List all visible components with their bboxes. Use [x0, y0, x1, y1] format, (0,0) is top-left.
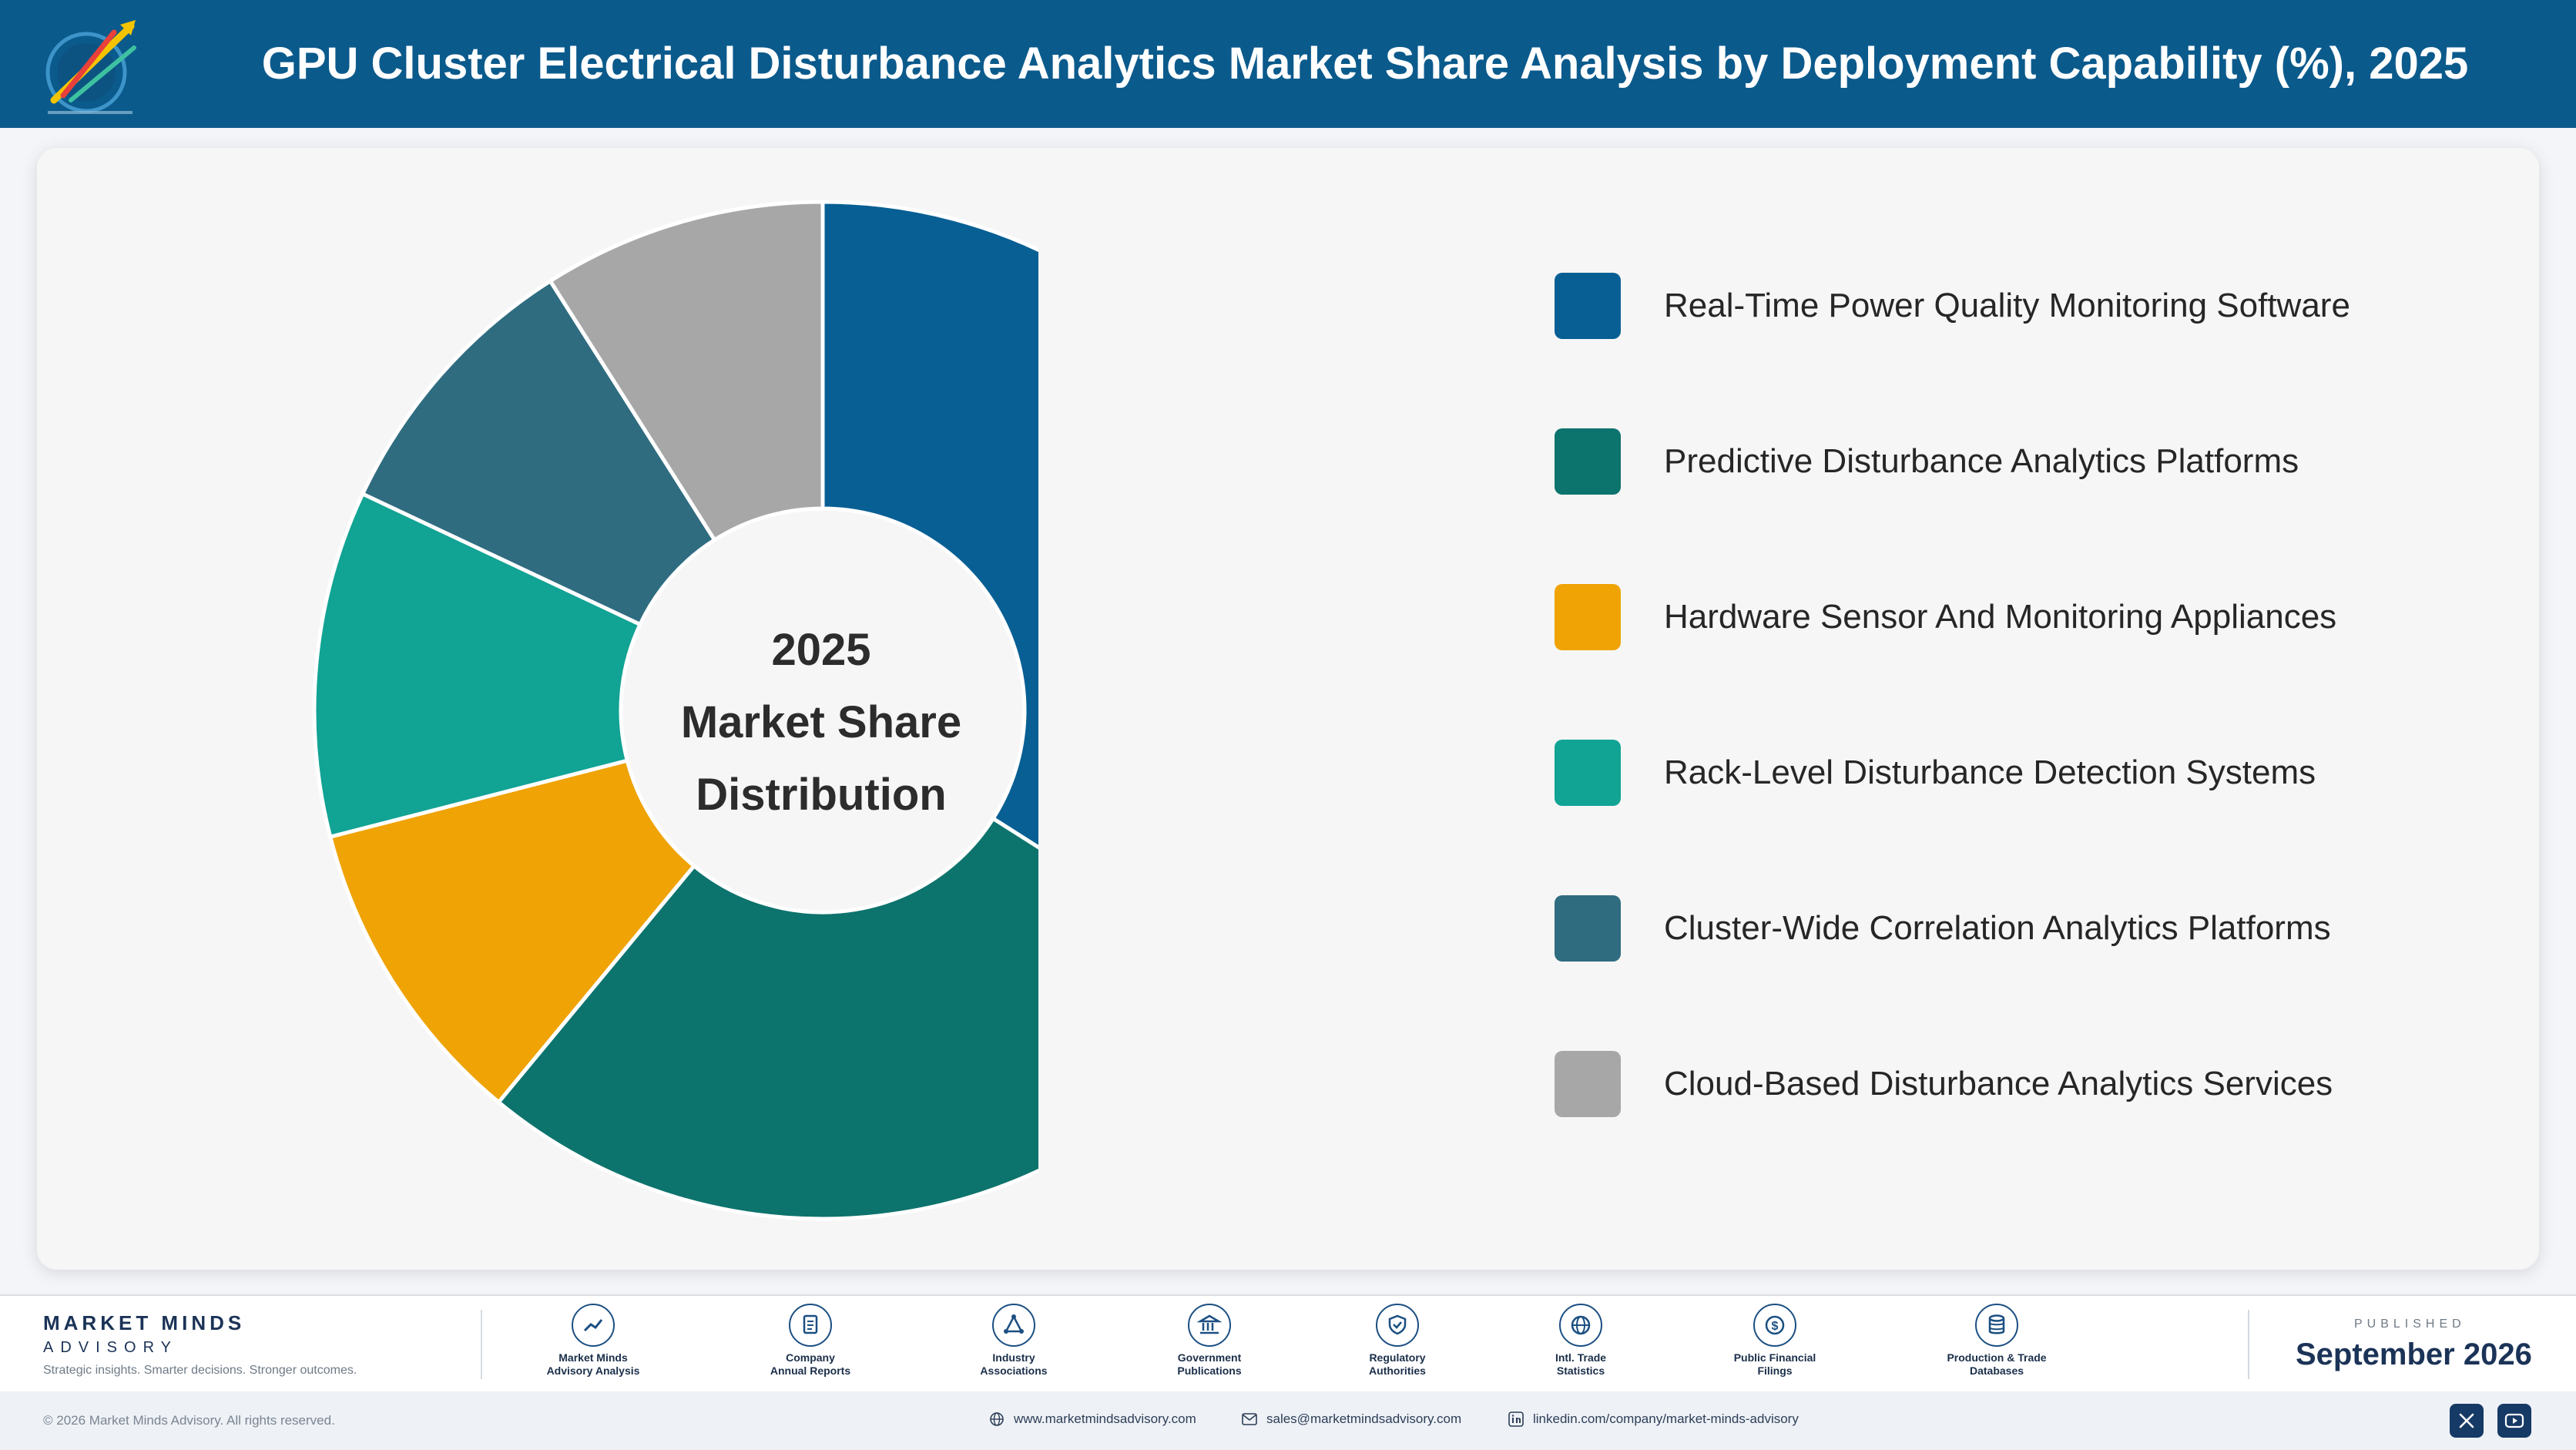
source-item[interactable]: Production & Trade Databases: [1920, 1304, 2074, 1378]
legend-swatch: [1555, 584, 1621, 650]
x-social-button[interactable]: [2450, 1404, 2484, 1438]
linkedin-link[interactable]: linkedin.com/company/market-minds-adviso…: [1508, 1411, 1799, 1427]
legend-swatch: [1555, 740, 1621, 806]
legend-item[interactable]: Cloud-Based Disturbance Analytics Servic…: [1555, 1049, 2479, 1119]
source-label: Public Financial Filings: [1698, 1351, 1852, 1378]
source-label-line2: Authorities: [1369, 1364, 1426, 1377]
source-label-line2: Annual Reports: [770, 1364, 851, 1377]
globe-icon: [1559, 1304, 1602, 1347]
email-link[interactable]: sales@marketmindsadvisory.com: [1242, 1411, 1461, 1427]
published-date: September 2026: [2296, 1338, 2532, 1371]
database-icon: [1975, 1304, 2018, 1347]
legend-label: Hardware Sensor And Monitoring Appliance…: [1664, 598, 2337, 636]
source-label-line2: Publications: [1177, 1364, 1242, 1377]
legend-item[interactable]: Hardware Sensor And Monitoring Appliance…: [1555, 582, 2479, 652]
center-label-line3: Distribution: [696, 770, 947, 820]
legend-item[interactable]: Rack-Level Disturbance Detection Systems: [1555, 738, 2479, 807]
linkedin-icon: [1508, 1411, 1524, 1427]
website-text: www.marketmindsadvisory.com: [1014, 1411, 1196, 1426]
source-label-line1: Public Financial: [1733, 1351, 1816, 1364]
youtube-social-button[interactable]: [2497, 1404, 2531, 1438]
linkedin-text: linkedin.com/company/market-minds-adviso…: [1533, 1411, 1799, 1426]
source-item[interactable]: Company Annual Reports: [733, 1304, 887, 1378]
mail-icon: [1242, 1413, 1257, 1425]
source-label: Production & Trade Databases: [1920, 1351, 2074, 1378]
legend-label: Cluster-Wide Correlation Analytics Platf…: [1664, 909, 2331, 947]
legend-item[interactable]: Cluster-Wide Correlation Analytics Platf…: [1555, 894, 2479, 963]
legend-swatch: [1555, 428, 1621, 495]
website-link[interactable]: www.marketmindsadvisory.com: [989, 1411, 1196, 1427]
building-icon: [1188, 1304, 1231, 1347]
document-icon: [789, 1304, 832, 1347]
donut-slice-2[interactable]: [495, 815, 1038, 1221]
source-item[interactable]: Government Publications: [1132, 1304, 1286, 1378]
source-label-line1: Intl. Trade: [1555, 1351, 1607, 1364]
network-icon: [992, 1304, 1035, 1347]
source-label-line2: Associations: [980, 1364, 1048, 1377]
legend-label: Predictive Disturbance Analytics Platfor…: [1664, 442, 2299, 480]
dollar-icon: $: [1753, 1304, 1796, 1347]
footer-divider: [481, 1310, 482, 1379]
donut-slice-4[interactable]: [312, 491, 643, 840]
source-label-line1: Regulatory: [1369, 1351, 1426, 1364]
footer-divider: [2248, 1310, 2249, 1379]
donut-slice-6[interactable]: [547, 200, 825, 543]
bottom-bar: © 2026 Market Minds Advisory. All rights…: [0, 1391, 2576, 1450]
source-item[interactable]: Intl. Trade Statistics: [1504, 1304, 1658, 1378]
legend-label: Cloud-Based Disturbance Analytics Servic…: [1664, 1065, 2333, 1103]
legend-label: Rack-Level Disturbance Detection Systems: [1664, 754, 2316, 791]
legend-item[interactable]: Real-Time Power Quality Monitoring Softw…: [1555, 271, 2479, 341]
source-item[interactable]: Regulatory Authorities: [1320, 1304, 1474, 1378]
footer-brand-tagline: Strategic insights. Smarter decisions. S…: [43, 1364, 357, 1377]
source-label-line2: Statistics: [1556, 1364, 1605, 1377]
legend-swatch: [1555, 895, 1621, 962]
footer-brand-sub: ADVISORY: [43, 1339, 178, 1356]
source-label: Intl. Trade Statistics: [1504, 1351, 1658, 1378]
footer-brand-name: MARKET MINDS: [43, 1311, 246, 1334]
published-label: PUBLISHED: [2354, 1317, 2466, 1331]
source-item[interactable]: $ Public Financial Filings: [1698, 1304, 1852, 1378]
center-label-line2: Market Share: [680, 697, 962, 747]
donut-slice-5[interactable]: [360, 278, 718, 627]
donut-slice-1[interactable]: [820, 200, 1038, 983]
copyright-text: © 2026 Market Minds Advisory. All rights…: [43, 1413, 335, 1428]
footer: MARKET MINDS ADVISORY Strategic insights…: [0, 1294, 2576, 1391]
source-label: Company Annual Reports: [733, 1351, 887, 1378]
company-logo[interactable]: [40, 9, 148, 120]
source-label: Industry Associations: [937, 1351, 1091, 1378]
legend-swatch: [1555, 273, 1621, 339]
source-label-line1: Company: [786, 1351, 835, 1364]
globe-icon: [990, 1412, 1004, 1426]
svg-text:$: $: [1772, 1320, 1779, 1333]
legend-item[interactable]: Predictive Disturbance Analytics Platfor…: [1555, 427, 2479, 496]
source-label-line2: Databases: [1969, 1364, 2024, 1377]
source-item[interactable]: Industry Associations: [937, 1304, 1091, 1378]
donut-center-label: 2025 Market Share Distribution: [667, 614, 975, 831]
donut-slice-3[interactable]: [327, 758, 697, 1106]
x-logo-icon: [2459, 1413, 2474, 1428]
source-label-line2: Advisory Analysis: [546, 1364, 640, 1377]
source-label: Market Minds Advisory Analysis: [516, 1351, 670, 1378]
source-label-line1: Market Minds: [558, 1351, 628, 1364]
source-label: Government Publications: [1132, 1351, 1286, 1378]
source-label-line1: Production & Trade: [1947, 1351, 2047, 1364]
source-label-line1: Government: [1177, 1351, 1242, 1364]
legend-label: Real-Time Power Quality Monitoring Softw…: [1664, 287, 2350, 324]
chart-title: GPU Cluster Electrical Disturbance Analy…: [261, 39, 2469, 89]
youtube-icon: [2504, 1413, 2524, 1428]
shield-icon: [1376, 1304, 1419, 1347]
chart-card: 2025 Market Share Distribution Real-Time…: [37, 148, 2539, 1270]
donut-chart: [312, 200, 1038, 1221]
center-label-year: 2025: [771, 625, 871, 675]
source-label-line1: Industry: [992, 1351, 1035, 1364]
chart-line-icon: [572, 1304, 615, 1347]
source-label: Regulatory Authorities: [1320, 1351, 1474, 1378]
email-text: sales@marketmindsadvisory.com: [1266, 1411, 1462, 1426]
source-item[interactable]: Market Minds Advisory Analysis: [516, 1304, 670, 1378]
source-label-line2: Filings: [1757, 1364, 1793, 1377]
header-bar: GPU Cluster Electrical Disturbance Analy…: [0, 0, 2576, 128]
legend-swatch: [1555, 1051, 1621, 1117]
